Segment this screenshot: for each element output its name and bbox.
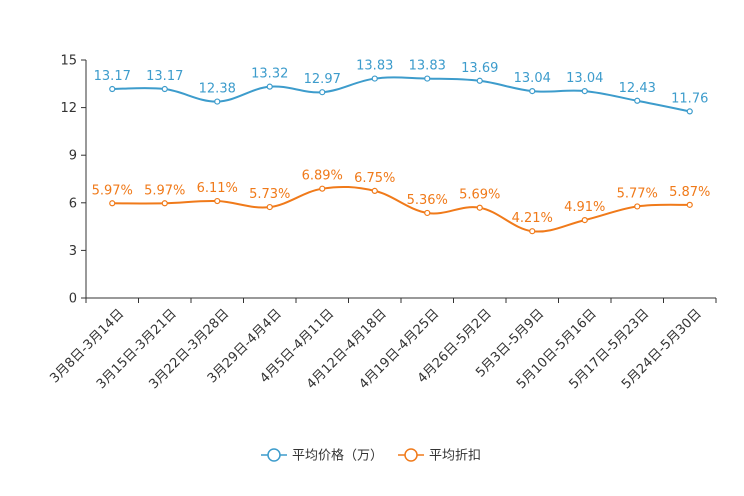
series-layer: 13.17 13.17 12.38 13.32 12.97 13.83 13.83 13.69…	[92, 59, 710, 235]
data-label: 5.97%	[144, 183, 185, 198]
data-point	[266, 203, 273, 211]
legend[interactable]: 平均价格（万） 平均折扣	[261, 448, 481, 464]
series-2: 5.97% 5.97% 6.11% 5.73% 6.89% 6.75% 5.36% 5.69%…	[92, 169, 710, 235]
data-point	[371, 187, 378, 194]
legend-marker-icon	[404, 448, 418, 462]
data-label: 13.69	[461, 61, 498, 76]
data-point	[686, 201, 693, 208]
y-tick-label: 12	[60, 101, 77, 116]
legend-label: 平均折扣	[429, 449, 481, 464]
data-label: 12.97	[304, 72, 341, 87]
data-point	[214, 197, 221, 205]
data-label: 6.11%	[197, 181, 238, 196]
data-point	[214, 98, 221, 105]
data-label: 5.87%	[669, 185, 710, 200]
data-label: 4.21%	[512, 211, 553, 226]
data-label: 5.73%	[249, 187, 290, 202]
data-point	[476, 204, 483, 211]
data-point	[109, 200, 116, 207]
data-label: 11.76	[671, 91, 708, 106]
data-label: 13.83	[409, 59, 446, 74]
data-label: 6.75%	[354, 171, 395, 186]
data-label: 13.04	[514, 71, 551, 86]
data-point	[424, 75, 431, 82]
data-point	[529, 228, 536, 235]
y-tick-label: 0	[69, 292, 77, 307]
y-tick-label: 3	[69, 244, 77, 259]
data-label: 13.83	[356, 59, 393, 74]
data-point	[319, 89, 326, 96]
data-point	[424, 209, 431, 217]
data-label: 13.04	[566, 71, 603, 86]
legend-item-1[interactable]: 平均价格（万）	[261, 448, 383, 464]
data-label: 6.89%	[302, 169, 343, 184]
data-point	[634, 203, 641, 210]
data-point	[319, 185, 326, 192]
legend-item-2[interactable]: 平均折扣	[398, 448, 481, 464]
legend-label: 平均价格（万）	[292, 448, 383, 464]
data-label: 4.91%	[564, 200, 605, 215]
data-point	[266, 83, 273, 90]
data-label: 5.97%	[92, 183, 133, 198]
data-label: 13.17	[94, 69, 131, 84]
data-point	[686, 108, 693, 115]
data-point	[109, 85, 116, 93]
axes: 036912153月8日-3月14日3月15日-3月21日3月22日-3月28日…	[47, 54, 717, 392]
data-point	[581, 87, 588, 95]
data-point	[371, 75, 378, 82]
series-line	[112, 185, 690, 233]
data-point	[161, 85, 168, 93]
data-point	[529, 87, 536, 95]
data-point	[476, 77, 483, 84]
data-label: 12.38	[199, 82, 236, 97]
series-1: 13.17 13.17 12.38 13.32 12.97 13.83 13.83 13.69…	[94, 59, 708, 115]
y-tick-label: 9	[69, 149, 77, 164]
data-label: 12.43	[619, 81, 656, 96]
data-point	[161, 200, 168, 207]
data-label: 5.69%	[459, 188, 500, 203]
series-line	[112, 76, 690, 113]
y-tick-label: 15	[60, 54, 77, 69]
data-point	[581, 216, 588, 224]
data-label: 5.77%	[617, 186, 658, 201]
data-label: 13.32	[251, 67, 288, 82]
data-label: 5.36%	[407, 193, 448, 208]
y-tick-label: 6	[69, 196, 77, 211]
legend-marker-icon	[267, 448, 281, 462]
data-point	[634, 97, 641, 104]
data-label: 13.17	[146, 69, 183, 84]
